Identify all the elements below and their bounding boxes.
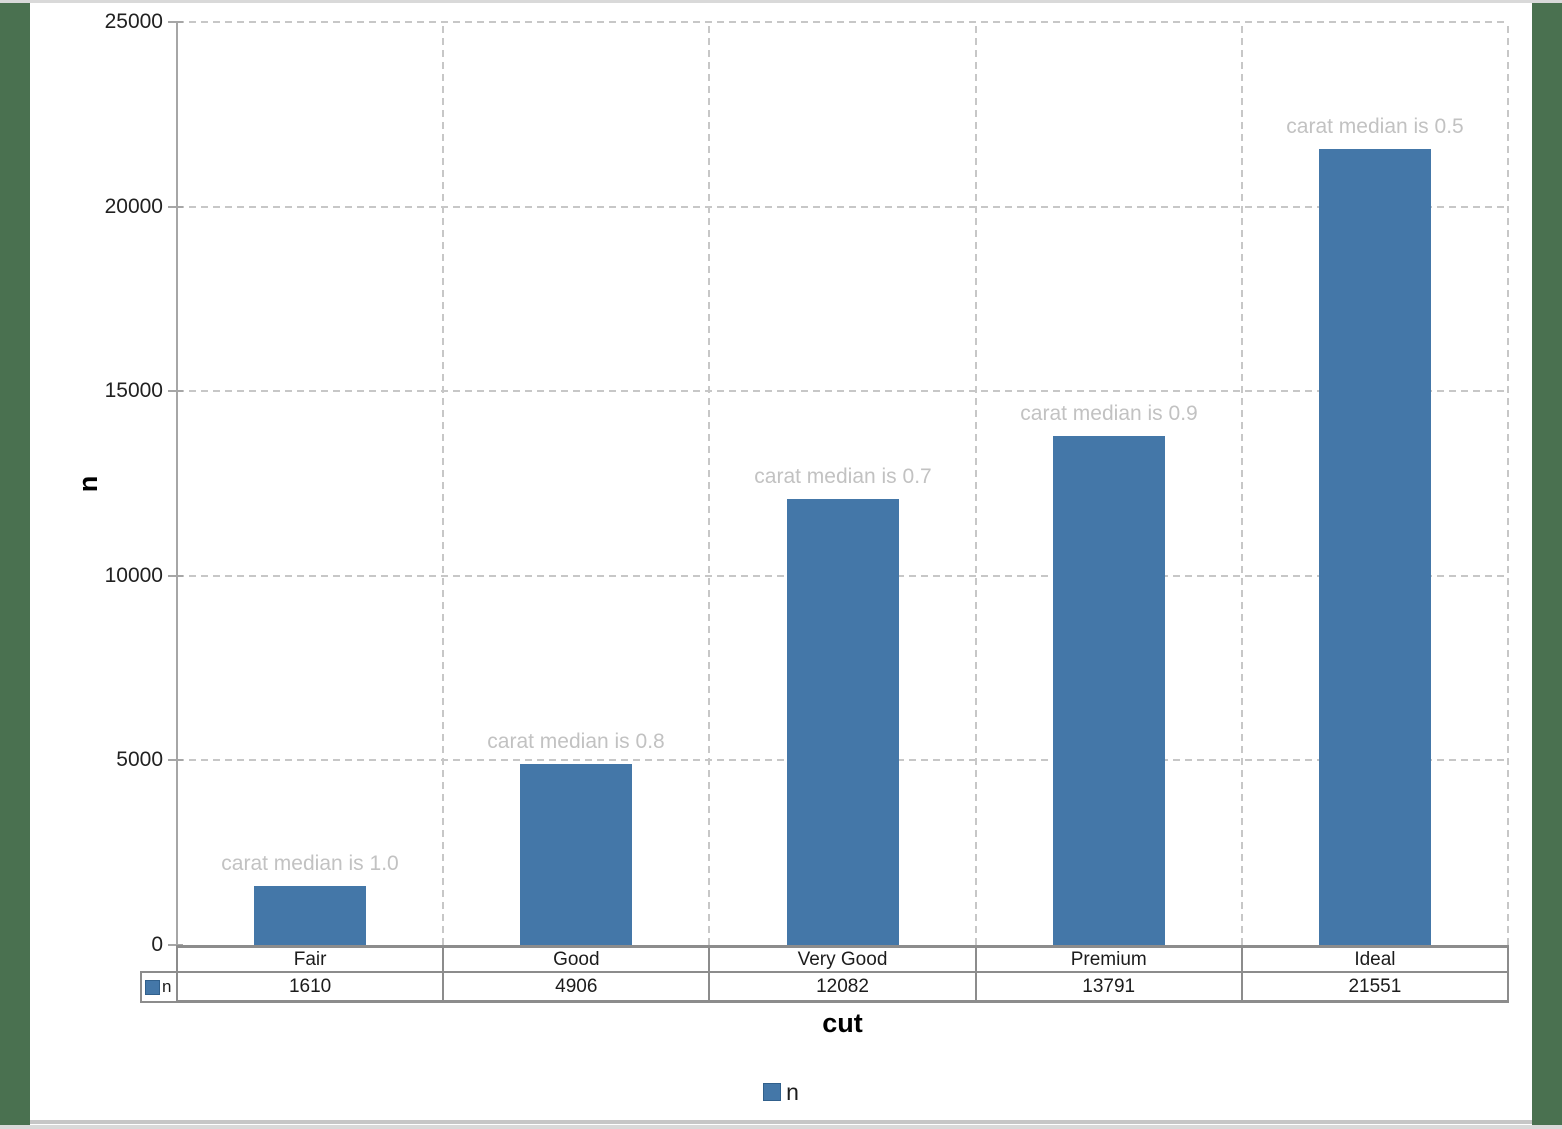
legend[interactable]: n bbox=[30, 1078, 1532, 1106]
table-category-cell: Premium bbox=[974, 948, 1241, 971]
x-axis-title: cut bbox=[822, 1008, 863, 1038]
y-tick-label: 0 bbox=[151, 933, 163, 956]
gridline-horizontal bbox=[177, 205, 1508, 208]
bar-annotation: carat median is 0.5 bbox=[1286, 115, 1464, 138]
y-tick-label: 10000 bbox=[104, 563, 163, 587]
bar-annotation: carat median is 0.8 bbox=[487, 730, 665, 753]
y-axis-tick bbox=[168, 205, 183, 208]
table-category-cell: Very Good bbox=[708, 948, 974, 971]
gridline-vertical bbox=[708, 22, 711, 945]
bar-annotation: carat median is 0.7 bbox=[754, 465, 932, 488]
bar-annotation: carat median is 0.9 bbox=[1020, 402, 1198, 425]
bar-good[interactable] bbox=[520, 764, 632, 945]
y-axis-line bbox=[176, 22, 178, 953]
table-value-cell: 12082 bbox=[708, 973, 974, 1000]
bar-premium[interactable] bbox=[1053, 436, 1165, 945]
bar-annotation: carat median is 1.0 bbox=[221, 852, 399, 875]
data-table-value-row: 1610 4906 12082 13791 21551 bbox=[176, 973, 1510, 1003]
gridline-vertical bbox=[1240, 22, 1243, 945]
slide-background-left bbox=[0, 3, 30, 1125]
slide-background-right bbox=[1532, 3, 1562, 1125]
legend-swatch-icon bbox=[763, 1083, 782, 1101]
window-top-edge bbox=[0, 0, 1562, 3]
bar-fair[interactable] bbox=[254, 886, 366, 945]
table-category-cell: Good bbox=[442, 948, 708, 971]
gridline-vertical bbox=[974, 22, 977, 945]
data-table-category-row: Fair Good Very Good Premium Ideal bbox=[176, 945, 1510, 973]
gridline-horizontal bbox=[177, 390, 1508, 393]
y-tick-label: 20000 bbox=[104, 194, 163, 218]
y-axis-tick bbox=[168, 390, 183, 393]
y-axis-tick bbox=[168, 759, 183, 762]
table-category-cell: Ideal bbox=[1240, 948, 1510, 971]
legend-label: n bbox=[786, 1078, 799, 1105]
table-value-cell: 13791 bbox=[974, 973, 1241, 1000]
y-tick-label: 5000 bbox=[116, 748, 163, 772]
y-axis-title: n bbox=[72, 475, 103, 493]
y-tick-label: 15000 bbox=[104, 379, 163, 403]
data-table-row-label: n bbox=[162, 977, 172, 996]
bar-ideal[interactable] bbox=[1319, 149, 1431, 945]
data-table-legend-key: n bbox=[140, 971, 178, 1003]
gridline-vertical bbox=[442, 22, 445, 945]
chart-frame-bottom-line bbox=[30, 1120, 1532, 1124]
series-swatch-icon bbox=[145, 979, 160, 995]
table-category-cell: Fair bbox=[176, 948, 442, 971]
y-axis-tick bbox=[168, 574, 183, 577]
y-axis-tick bbox=[168, 21, 183, 23]
y-tick-label: 25000 bbox=[104, 10, 163, 33]
window-bottom-edge bbox=[0, 1125, 1562, 1129]
y-axis-tick bbox=[168, 944, 183, 946]
gridline-horizontal bbox=[177, 21, 1508, 23]
table-value-cell: 1610 bbox=[176, 973, 442, 1000]
table-value-cell: 4906 bbox=[442, 973, 708, 1000]
table-value-cell: 21551 bbox=[1240, 973, 1510, 1000]
bar-very-good[interactable] bbox=[787, 499, 899, 945]
gridline-vertical bbox=[1507, 22, 1509, 945]
